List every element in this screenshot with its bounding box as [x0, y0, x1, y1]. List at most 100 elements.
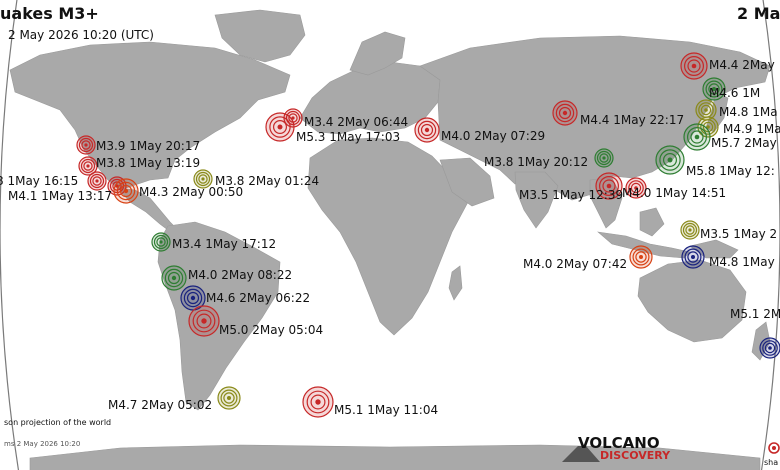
map-title: uakes M3+ [0, 4, 99, 23]
quake-ring [687, 251, 699, 263]
quake-ring [269, 116, 291, 138]
quake-marker[interactable] [78, 156, 98, 176]
quake-epicenter [291, 116, 295, 120]
quake-label: M5.0 2May 05:04 [219, 323, 323, 337]
quake-marker[interactable] [87, 171, 107, 191]
quake-ring [558, 106, 572, 120]
quake-marker[interactable] [151, 232, 171, 252]
quake-ring [198, 174, 208, 184]
quake-ring [630, 182, 642, 194]
quake-marker[interactable] [302, 386, 334, 418]
quake-marker[interactable] [188, 305, 220, 337]
quake-ring [683, 55, 704, 76]
quake-ring [687, 59, 701, 73]
indonesia [597, 231, 691, 259]
quake-ring [83, 161, 93, 171]
north-america [9, 41, 291, 191]
volcano-icon [562, 446, 600, 462]
quake-epicenter [667, 157, 673, 163]
quake-label: M5.3 1May 17:03 [296, 130, 400, 144]
quake-ring [273, 119, 288, 134]
quake-marker[interactable] [680, 220, 700, 240]
quake-epicenter [115, 184, 119, 188]
quake-epicenter [694, 134, 700, 140]
africa [307, 137, 469, 336]
quake-label: M3.9 1May 20:17 [96, 139, 200, 153]
quake-epicenter [691, 255, 695, 259]
japan [705, 91, 729, 133]
quake-marker[interactable] [76, 135, 96, 155]
quake-ring [80, 158, 96, 174]
quake-marker[interactable] [265, 112, 295, 142]
quake-ring [684, 248, 702, 266]
quake-ring [686, 126, 707, 147]
quake-label: M4.0 2May 07:29 [441, 129, 545, 143]
quake-marker[interactable] [217, 386, 241, 410]
new-guinea [689, 239, 739, 259]
quake-ring [310, 394, 326, 410]
quake-ring [420, 123, 434, 137]
quake-marker[interactable] [193, 169, 213, 189]
quake-epicenter [704, 108, 708, 112]
quake-marker[interactable] [683, 123, 711, 151]
quake-ring [167, 271, 181, 285]
quake-marker[interactable] [414, 117, 440, 143]
quake-ring [700, 104, 712, 116]
quake-label: M4.3 2May 00:50 [139, 185, 243, 199]
quake-marker[interactable] [552, 100, 578, 126]
quake-ring [186, 291, 200, 305]
india [514, 171, 559, 229]
south-america [157, 221, 281, 411]
quake-ring [153, 234, 169, 250]
quake-ring [690, 130, 704, 144]
quake-ring [685, 225, 695, 235]
quake-label: M3.5 1May 2 [700, 227, 777, 241]
quake-marker[interactable] [697, 116, 719, 138]
quake-epicenter [688, 228, 692, 232]
quake-label: M5.1 1May 11:04 [334, 403, 438, 417]
quake-label: M3.5 1May 12:39 [519, 188, 623, 202]
quake-epicenter [315, 399, 321, 405]
quake-ring [700, 119, 716, 135]
quake-marker[interactable] [702, 77, 726, 101]
quake-ring [183, 288, 203, 308]
quake-epicenter [123, 188, 129, 194]
quake-epicenter [86, 164, 90, 168]
quake-ring [81, 140, 91, 150]
quake-marker[interactable] [595, 172, 623, 200]
quake-marker[interactable] [180, 285, 206, 311]
quake-ring [116, 181, 136, 201]
quake-marker[interactable] [680, 52, 708, 80]
map-title-right: 2 Ma [737, 4, 780, 23]
scandinavia [349, 31, 406, 76]
new-zealand [751, 321, 771, 361]
quake-marker[interactable] [681, 245, 705, 269]
quake-ring [89, 173, 105, 189]
map-date: 2 May 2026 10:20 (UTC) [8, 28, 154, 42]
quake-label: M4.9 1Ma [723, 122, 780, 136]
quake-ring [632, 248, 650, 266]
quake-epicenter [190, 295, 196, 301]
quake-marker[interactable] [759, 337, 780, 359]
quake-marker[interactable] [629, 245, 653, 269]
quake-ring [682, 222, 698, 238]
quake-marker[interactable] [594, 148, 614, 168]
quake-marker[interactable] [113, 178, 139, 204]
quake-label: M4.4 2May [709, 58, 775, 72]
quake-label: M4.6 1M [709, 86, 760, 100]
quake-marker[interactable] [695, 99, 717, 121]
quake-marker[interactable] [161, 265, 187, 291]
quake-label: M5.1 2M [730, 307, 780, 321]
quake-marker[interactable] [625, 177, 647, 199]
quake-ring [635, 251, 647, 263]
quake-marker[interactable] [655, 145, 685, 175]
quake-label: M4.1 1May 13:17 [8, 189, 112, 203]
asia [419, 35, 771, 201]
quake-label: M4.8 1May [709, 255, 775, 269]
quake-ring [220, 389, 238, 407]
quake-label: M4.0 1May 14:51 [622, 186, 726, 200]
quake-epicenter [768, 346, 772, 350]
